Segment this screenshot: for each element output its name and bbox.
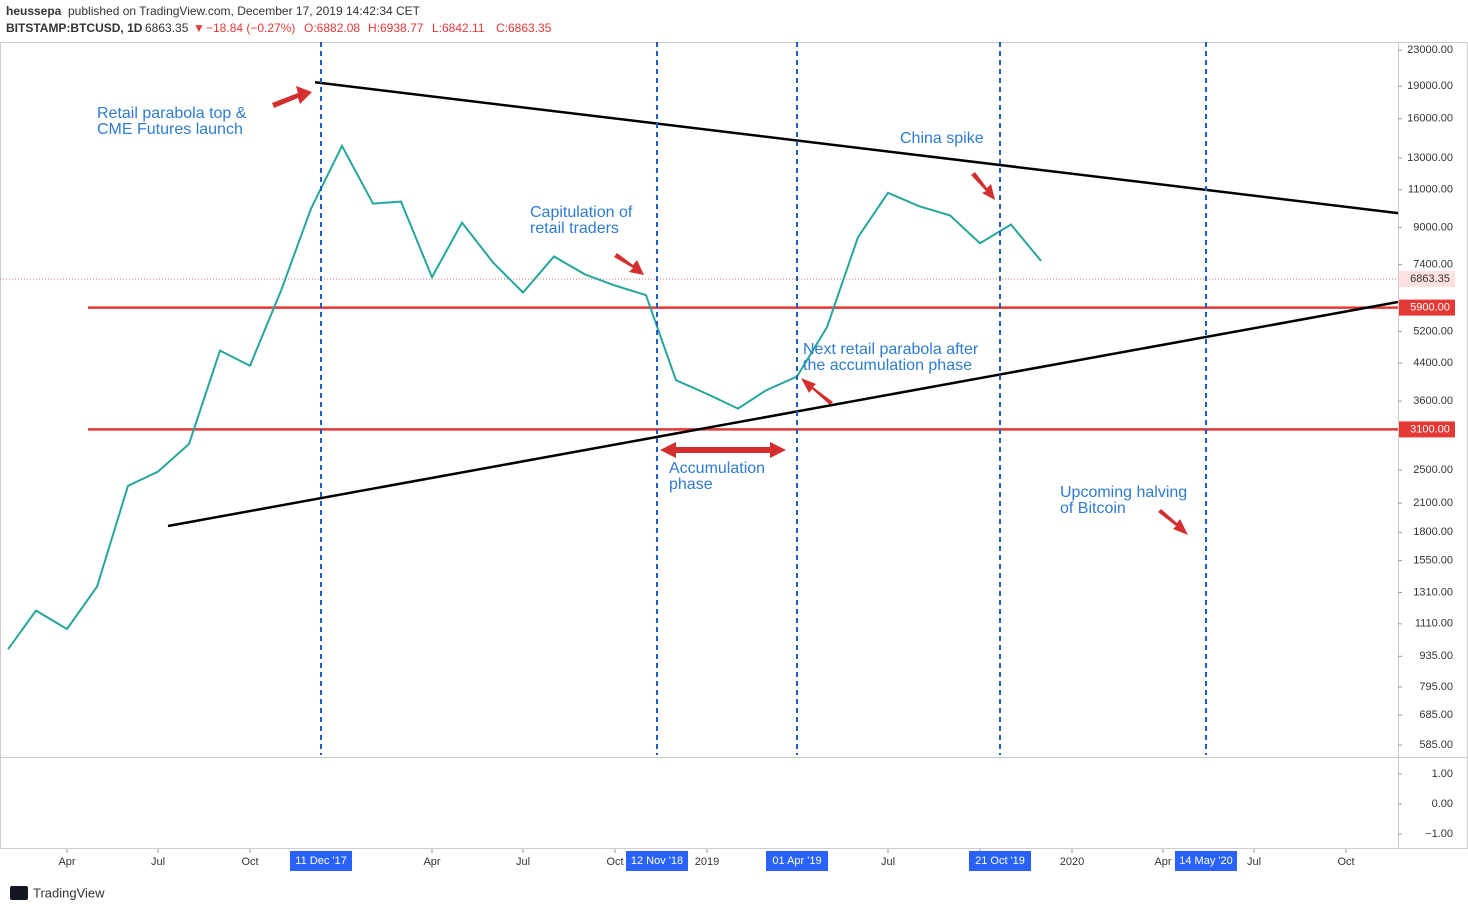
x-tick-label: 2020	[1060, 856, 1084, 868]
y-tick-label: 685.00	[1419, 709, 1453, 721]
marker-box	[290, 851, 352, 871]
open: O:6882.08	[304, 21, 360, 35]
y-tick-label: 1550.00	[1413, 555, 1453, 567]
y-tick-label: 3600.00	[1413, 395, 1453, 407]
y-tick-label: 1110.00	[1415, 618, 1453, 630]
marker-label: 01 Apr '19	[772, 855, 821, 867]
y-tick-label: 585.00	[1419, 739, 1453, 751]
marker-box	[1175, 851, 1237, 871]
x-tick-label: Oct	[606, 856, 623, 868]
level-label: 5900.00	[1410, 301, 1450, 313]
x-tick-label: Oct	[1337, 856, 1354, 868]
y-tick-label: 2100.00	[1413, 497, 1453, 509]
annotation: Retail parabola top &	[97, 105, 247, 122]
marker-box	[766, 851, 828, 871]
y-tick-label: 1310.00	[1413, 586, 1453, 598]
y-tick-label: 2500.00	[1413, 464, 1453, 476]
arrows	[272, 86, 1188, 535]
trendline	[314, 81, 1399, 215]
x-tick-label: Jul	[1247, 856, 1261, 868]
annotation: retail traders	[530, 220, 619, 237]
x-tick-label: 2019	[695, 856, 719, 868]
annotation: Upcoming halving	[1060, 484, 1187, 501]
y-tick-label: 23000.00	[1407, 44, 1453, 56]
osc-tick-label: 0.00	[1432, 798, 1453, 810]
close: C:6863.35	[496, 21, 552, 35]
trendline	[167, 300, 1399, 528]
y-tick-label: 1800.00	[1413, 526, 1453, 538]
annotation: Accumulation	[669, 460, 765, 477]
annotation: CME Futures launch	[97, 121, 243, 138]
logo	[10, 886, 28, 900]
y-tick-label: 7400.00	[1413, 259, 1453, 271]
x-tick-label: Apr	[423, 856, 440, 868]
marker-box	[969, 851, 1031, 871]
marker-label: 12 Nov '18	[631, 855, 683, 867]
symbol: BITSTAMP:BTCUSD, 1D	[6, 21, 143, 35]
change: −18.84 (−0.27%)	[206, 21, 295, 35]
y-tick-label: 4400.00	[1413, 357, 1453, 369]
y-tick-label: 11000.00	[1408, 184, 1453, 196]
y-tick-label: 935.00	[1419, 650, 1453, 662]
x-tick-label: Apr	[1154, 856, 1171, 868]
marker-label: 11 Dec '17	[295, 855, 346, 867]
current-price-box	[1399, 270, 1455, 287]
current-price-label: 6863.35	[1410, 273, 1450, 285]
annotation: of Bitcoin	[1060, 500, 1126, 517]
annotation: Capitulation of	[530, 204, 633, 221]
high: H:6938.77	[368, 21, 424, 35]
low: L:6842.11	[432, 21, 485, 35]
published: published on TradingView.com, December 1…	[68, 4, 421, 18]
author: heussepa	[6, 4, 62, 18]
annotation: China spike	[900, 130, 984, 147]
y-tick-label: 13000.00	[1407, 152, 1453, 164]
x-tick-label: Apr	[58, 856, 75, 868]
y-tick-label: 9000.00	[1413, 222, 1453, 234]
y-tick-label: 19000.00	[1407, 80, 1453, 92]
direction: ▼	[193, 21, 205, 35]
marker-label: 14 May '20	[1179, 855, 1232, 867]
osc-tick-label: 1.00	[1432, 768, 1453, 780]
level-box	[1399, 421, 1455, 438]
last-price: 6863.35	[145, 21, 189, 35]
marker-label: 21 Oct '19	[975, 855, 1025, 867]
annotation: Next retail parabola after	[803, 341, 979, 358]
level-label: 3100.00	[1410, 423, 1450, 435]
annotation: the accumulation phase	[803, 357, 972, 374]
x-tick-label: Oct	[241, 856, 258, 868]
y-tick-label: 795.00	[1419, 681, 1453, 693]
brand: TradingView	[33, 885, 105, 900]
osc-tick-label: −1.00	[1425, 828, 1453, 840]
annotation: phase	[669, 476, 713, 493]
x-tick-label: Jul	[881, 856, 895, 868]
marker-box	[626, 851, 688, 871]
price-line	[7, 143, 1042, 650]
level-box	[1399, 299, 1455, 316]
x-tick-label: Jul	[516, 856, 530, 868]
x-tick-label: Jul	[151, 856, 165, 868]
y-tick-label: 5200.00	[1413, 325, 1453, 337]
y-tick-label: 16000.00	[1407, 113, 1453, 125]
